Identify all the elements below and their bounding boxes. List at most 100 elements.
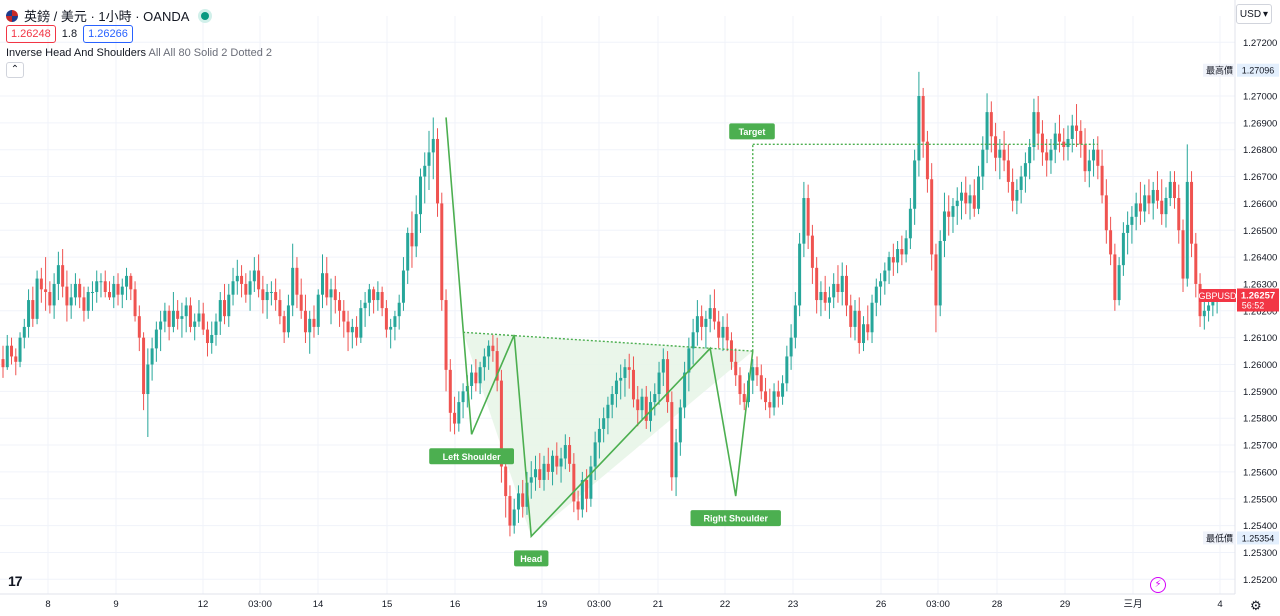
gear-icon[interactable]: ⚙ [1250, 598, 1262, 613]
candle [653, 383, 657, 416]
candle [793, 292, 797, 349]
candle-body [231, 281, 235, 295]
candle [840, 262, 844, 306]
candle [994, 122, 998, 172]
candle [883, 262, 887, 295]
candle [31, 286, 35, 327]
price-tick-label: 1.26200 [1243, 306, 1277, 317]
candle-body [82, 297, 86, 311]
candle [227, 283, 231, 327]
candle [44, 257, 48, 311]
candle [1126, 211, 1130, 255]
candle-body [470, 372, 474, 386]
left-shoulder-label-bg [429, 448, 514, 465]
candle [444, 289, 448, 392]
candle-body [142, 337, 146, 395]
candle [712, 289, 716, 330]
candle [274, 278, 278, 311]
candle-body [1143, 195, 1147, 212]
candle [69, 283, 73, 319]
collapse-legend-button[interactable]: ⌃ [6, 62, 24, 78]
candle-body [738, 375, 742, 395]
symbol-title[interactable]: 英鎊 / 美元 · 1小時 · OANDA [24, 9, 190, 24]
candle [644, 385, 648, 429]
candle-body [167, 310, 171, 327]
candle [1147, 179, 1151, 215]
price-tick-label: 1.27200 [1243, 38, 1277, 49]
candle-body [316, 294, 320, 327]
head-label: Head [514, 550, 549, 567]
candle [930, 163, 934, 271]
candle [393, 310, 397, 341]
candle-body [704, 318, 708, 327]
candle-body [708, 308, 712, 319]
candle [874, 278, 878, 317]
candle [576, 490, 580, 521]
candle [308, 310, 312, 354]
candle [1109, 216, 1113, 266]
candle-body [95, 281, 99, 293]
lightning-icon[interactable]: ⚡ [1150, 577, 1166, 593]
candle [427, 130, 431, 190]
candle-body [73, 283, 77, 298]
price-tick-label: 1.25500 [1243, 494, 1277, 505]
candle [862, 316, 866, 352]
candle [431, 117, 435, 180]
candle-body [857, 310, 861, 344]
candle [495, 337, 499, 392]
candle [972, 179, 976, 217]
candle [278, 289, 282, 325]
candle-body [478, 367, 482, 384]
candle-body [487, 345, 491, 357]
candle-body [934, 254, 938, 306]
candle-body [474, 372, 478, 384]
sell-button[interactable]: 1.26248 [6, 25, 56, 43]
tradingview-logo-icon[interactable]: 17 [8, 573, 23, 589]
highest-label: 最高價 [1203, 63, 1236, 77]
candle [325, 257, 329, 306]
candle-body [376, 292, 380, 301]
candle [214, 313, 218, 346]
indicator-name[interactable]: Inverse Head And Shoulders [6, 47, 147, 59]
candle-body [572, 463, 576, 502]
candle-body [636, 399, 640, 411]
candle [938, 230, 942, 317]
candle [1006, 144, 1010, 193]
price-tick-label: 1.27000 [1243, 92, 1277, 103]
candle [942, 192, 946, 258]
candle-body [551, 455, 555, 472]
candle-body [103, 281, 107, 293]
candle [593, 431, 597, 480]
candle-body [913, 160, 917, 209]
candle [176, 300, 180, 330]
candle [286, 294, 290, 338]
last-price-text: 1.26257 [1241, 290, 1275, 301]
candle [683, 361, 687, 419]
candle [218, 292, 222, 335]
candle-body [1079, 130, 1083, 145]
candle-body [133, 289, 137, 317]
candle-body [981, 149, 985, 177]
candle [154, 321, 158, 362]
pattern-lines [445, 117, 1098, 539]
lowest-value: 1.25354 [1237, 531, 1279, 545]
buy-button[interactable]: 1.26266 [83, 25, 133, 43]
candle [414, 195, 418, 258]
candle-body [879, 281, 883, 287]
candle [499, 369, 503, 483]
candle-body [1006, 160, 1010, 182]
candle-body [193, 321, 197, 327]
candle-body [802, 198, 806, 244]
candle [827, 286, 831, 319]
currency-selector[interactable]: USD ▾ [1236, 4, 1272, 24]
candle-body [785, 356, 789, 384]
neckline [463, 331, 753, 352]
candle-body [1045, 152, 1049, 161]
candle-body [286, 305, 290, 333]
indicator-legend[interactable]: Inverse Head And Shoulders All All 80 So… [6, 47, 272, 59]
symbol-header[interactable]: 英鎊 / 美元 · 1小時 · OANDA [6, 6, 210, 25]
candle [372, 286, 376, 314]
